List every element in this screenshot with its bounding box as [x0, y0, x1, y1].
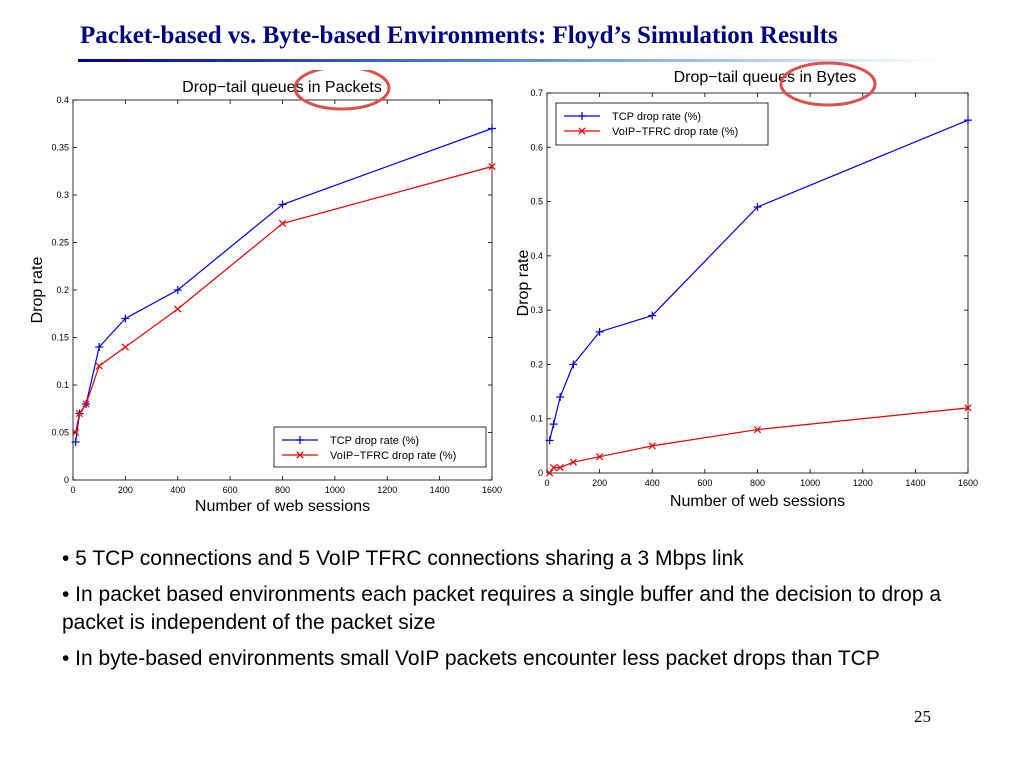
data-point-tcp	[569, 360, 578, 369]
y-tick-label: 0.25	[51, 238, 69, 248]
chart-packets: 0 200 400 600 800 1000 1200 1400 1600 0 0.05 0.1 0.1…	[30, 70, 502, 515]
x-tick-label: 400	[170, 485, 185, 495]
data-point-tcp	[545, 436, 554, 445]
data-point-voip	[546, 469, 554, 477]
data-point-voip	[556, 463, 564, 472]
series-line-voip	[549, 407, 969, 474]
y-axis-label: Drop rate	[515, 250, 532, 317]
y-tick-label: 0	[538, 468, 543, 478]
legend-label: VoIP−TFRC drop rate (%)	[612, 126, 738, 138]
data-point-tcp	[595, 327, 604, 336]
legend-label: TCP drop rate (%)	[330, 435, 419, 447]
data-point-voip	[964, 404, 972, 412]
y-tick-label: 0.4	[530, 251, 543, 261]
y-tick-label: 0.1	[56, 380, 69, 390]
x-tick-label: 200	[118, 485, 133, 495]
legend-marker	[578, 112, 586, 120]
data-point-tcp	[95, 343, 104, 351]
y-tick-label: 0.2	[56, 285, 69, 295]
data-point-tcp	[753, 203, 762, 211]
data-point-voip	[174, 305, 182, 313]
slide-title: Packet-based vs. Byte-based Environments…	[80, 22, 838, 49]
x-tick-label: 1600	[958, 478, 978, 488]
x-tick-label: 1600	[482, 485, 502, 495]
bullet-item: • In byte-based environments small VoIP …	[62, 647, 880, 670]
x-tick-label: 1200	[853, 478, 873, 488]
chart-title: Drop−tail queues in Packets	[182, 79, 382, 96]
chart-bytes: 0 200 400 600 800 1000 1200 1400 1600 0 0.1 0.2 0.3 0…	[515, 61, 978, 510]
data-point-tcp	[964, 116, 972, 125]
legend-box	[555, 102, 769, 146]
x-tick-label: 1000	[325, 485, 345, 495]
x-tick-label: 600	[223, 485, 238, 495]
x-tick-label: 800	[275, 485, 290, 495]
highlight-circle	[779, 61, 877, 107]
x-tick-label: 1200	[377, 485, 397, 495]
data-point-tcp	[648, 311, 657, 320]
data-point-tcp	[549, 420, 558, 429]
bullet-item: • 5 TCP connections and 5 VoIP TFRC conn…	[62, 547, 744, 570]
x-tick-label: 1400	[905, 478, 925, 488]
x-tick-label: 600	[697, 478, 712, 488]
data-point-voip	[75, 409, 84, 418]
data-point-voip	[549, 463, 558, 472]
data-point-tcp	[173, 286, 182, 294]
legend-label: TCP drop rate (%)	[612, 111, 701, 123]
bullet-list: • 5 TCP connections and 5 VoIP TFRC conn…	[62, 545, 962, 681]
y-tick-label: 0.2	[530, 359, 543, 369]
data-point-voip	[71, 428, 80, 437]
data-point-voip	[596, 453, 604, 461]
x-tick-label: 0	[544, 478, 549, 488]
data-point-tcp	[121, 314, 130, 323]
x-tick-label: 800	[750, 478, 765, 488]
y-tick-label: 0.5	[530, 197, 543, 207]
legend-marker	[578, 127, 586, 135]
x-tick-label: 1400	[430, 485, 450, 495]
data-point-voip	[753, 425, 762, 434]
y-tick-label: 0.3	[530, 305, 543, 315]
plot-area	[546, 92, 969, 474]
y-tick-label: 0.6	[530, 142, 543, 152]
data-point-voip	[488, 162, 496, 171]
legend-box	[273, 426, 487, 468]
series-line-tcp	[549, 119, 969, 441]
x-tick-label: 1000	[800, 478, 820, 488]
data-point-voip	[278, 219, 287, 228]
legend-label: VoIP−TFRC drop rate (%)	[330, 450, 456, 462]
y-tick-label: 0.35	[51, 143, 69, 153]
data-point-voip	[121, 343, 129, 351]
title-underline	[78, 59, 944, 62]
y-tick-label: 0.15	[51, 333, 69, 343]
data-point-voip	[82, 400, 90, 408]
y-tick-label: 0.05	[51, 428, 69, 438]
data-point-tcp	[71, 438, 80, 446]
y-tick-label: 0.3	[56, 190, 69, 200]
data-point-voip	[648, 442, 656, 450]
x-axis-label: Number of web sessions	[670, 493, 845, 510]
y-tick-label: 0	[64, 475, 69, 485]
x-tick-label: 0	[70, 485, 75, 495]
y-tick-label: 0.1	[530, 414, 543, 424]
data-point-tcp	[278, 200, 287, 209]
bullet-item: • In packet based environments each pack…	[62, 583, 942, 634]
legend-marker	[296, 451, 304, 459]
x-tick-label: 200	[592, 478, 607, 488]
data-point-voip	[95, 362, 103, 370]
legend-marker	[296, 436, 304, 444]
data-point-tcp	[488, 124, 496, 133]
y-tick-label: 0.4	[56, 95, 69, 105]
x-tick-label: 400	[645, 478, 660, 488]
plot-area	[72, 99, 493, 481]
highlight-circle	[293, 70, 391, 111]
chart-title: Drop−tail queues in Bytes	[674, 69, 857, 86]
page-number: 25	[914, 707, 931, 726]
y-tick-label: 0.7	[530, 88, 543, 98]
y-axis-label: Drop rate	[30, 257, 46, 324]
data-point-voip	[569, 458, 577, 466]
data-point-tcp	[556, 393, 565, 401]
x-axis-label: Number of web sessions	[195, 498, 370, 515]
